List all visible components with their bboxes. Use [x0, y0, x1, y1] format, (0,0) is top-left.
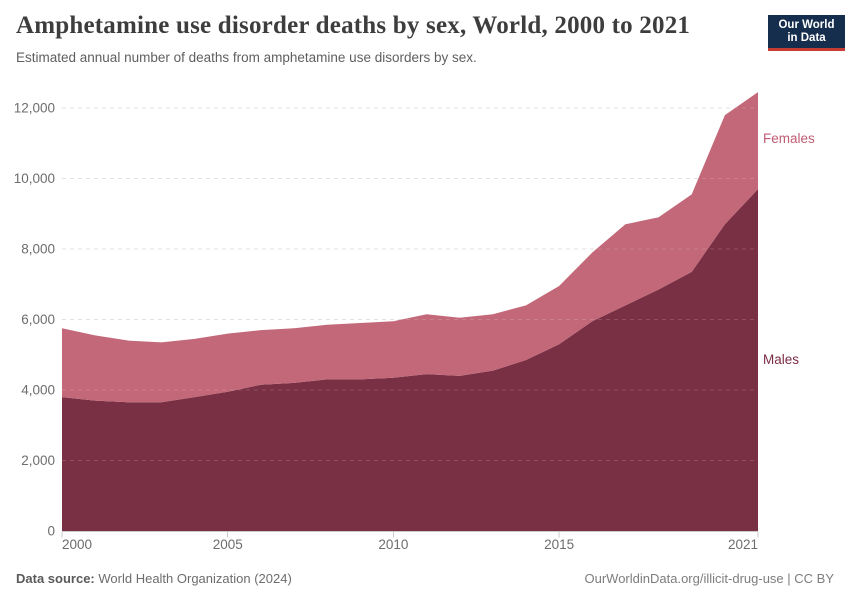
chart-subtitle: Estimated annual number of deaths from a… — [16, 50, 477, 65]
area-females[interactable] — [62, 92, 758, 403]
gridlines-over — [62, 107, 758, 461]
series-labels: Males Females — [763, 131, 815, 367]
y-tick-label: 12,000 — [14, 101, 55, 116]
y-tick-label: 10,000 — [14, 171, 55, 186]
owid-logo[interactable]: Our World in Data — [768, 15, 845, 51]
chart-title: Amphetamine use disorder deaths by sex, … — [16, 12, 691, 39]
x-tick-label: 2021 — [728, 537, 758, 552]
y-tick-label: 8,000 — [21, 242, 55, 257]
data-source-label: Data source: — [16, 571, 95, 586]
chart-areas — [62, 92, 758, 531]
y-tick-label: 0 — [47, 524, 55, 539]
x-tick-label: 2000 — [62, 537, 92, 552]
y-tick-label: 4,000 — [21, 383, 55, 398]
owid-logo-line1: Our World — [778, 18, 835, 31]
owid-logo-line2: in Data — [787, 31, 826, 44]
x-tick-label: 2010 — [378, 537, 408, 552]
series-label-males[interactable]: Males — [763, 352, 799, 367]
area-males[interactable] — [62, 189, 758, 531]
series-label-females[interactable]: Females — [763, 131, 815, 146]
data-source: Data source: World Health Organization (… — [16, 571, 292, 586]
credit-link[interactable]: OurWorldinData.org/illicit-drug-use | CC… — [584, 571, 835, 586]
x-axis — [61, 531, 759, 538]
x-tick-label: 2005 — [213, 537, 243, 552]
y-tick-label: 2,000 — [21, 453, 55, 468]
x-tick-label: 2015 — [544, 537, 574, 552]
tick-labels: 0 2,000 4,000 6,000 8,000 10,000 12,000 2000 200… — [14, 101, 758, 553]
data-source-value: World Health Organization (2024) — [98, 571, 292, 586]
y-tick-label: 6,000 — [21, 312, 55, 327]
